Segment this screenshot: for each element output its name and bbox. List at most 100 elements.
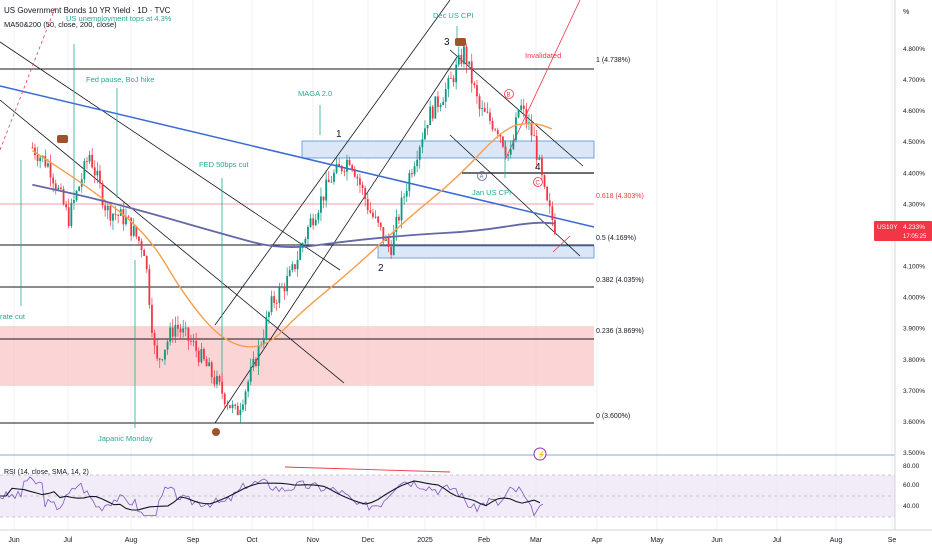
candle-body: [442, 101, 445, 106]
candle-body: [275, 302, 278, 304]
candle-body: [424, 128, 426, 140]
ma200-line: [32, 183, 556, 248]
wave-a: A: [480, 175, 484, 181]
candle-body: [200, 349, 203, 363]
candle-body: [158, 358, 161, 360]
annotations: US unemployment tops at 4.3% Fed pause, …: [0, 11, 561, 443]
candle-body: [543, 175, 546, 187]
candle-body: [496, 130, 499, 135]
note-unemployment: US unemployment tops at 4.3%: [66, 14, 172, 23]
rsi-sma-line: [0, 480, 541, 511]
wave-labels: 1 2 3 4: [336, 37, 541, 274]
candle-body: [470, 61, 473, 84]
candle-body: [182, 328, 185, 333]
candle-body: [468, 61, 471, 65]
candle-body: [192, 341, 195, 342]
candle-body: [184, 327, 187, 329]
x-tick-label: Oct: [247, 537, 258, 544]
rsi-tick-label: 60.00: [903, 482, 920, 489]
candle-body: [281, 286, 283, 288]
candle-body: [213, 377, 216, 385]
candle-body: [234, 404, 237, 406]
candle-body: [312, 218, 315, 226]
candle-body: [112, 213, 114, 221]
candle-body: [283, 286, 286, 292]
candle-body: [36, 155, 39, 161]
news-icon[interactable]: [533, 447, 547, 461]
candle-body: [330, 181, 333, 183]
candle-body: [169, 327, 172, 342]
candle-body: [197, 350, 200, 363]
x-tick-label: Apr: [592, 537, 604, 544]
candle-body: [148, 269, 151, 305]
candle-body: [273, 296, 276, 303]
fib-label-0: 0 (3.600%): [596, 413, 630, 420]
candle-body: [400, 197, 403, 221]
y-tick-label: 4.800%: [903, 46, 925, 53]
event-icon[interactable]: [57, 135, 68, 143]
rsi-tick-label: 40.00: [903, 503, 920, 510]
candle-body: [278, 287, 281, 304]
candle-body: [164, 349, 166, 360]
candle-body: [210, 362, 213, 378]
candle-body: [338, 163, 341, 166]
candle-body: [78, 186, 81, 191]
candle-body: [249, 367, 252, 382]
candle-body: [353, 168, 356, 177]
candle-body: [255, 358, 257, 367]
candle-body: [372, 212, 374, 217]
event-icon[interactable]: [455, 38, 466, 46]
candle-body: [507, 154, 510, 156]
candle-body: [268, 312, 270, 318]
note-dec-cpi: Dec US CPI: [433, 11, 473, 20]
x-axis: Jun Jul Aug Sep Oct Nov Dec 2025 Feb Mar Apr May Jun…: [8, 537, 896, 544]
candle-body: [528, 122, 530, 124]
candle-body: [320, 196, 322, 213]
candle-body: [335, 163, 338, 173]
candle-body: [294, 264, 296, 270]
event-icon[interactable]: [212, 428, 220, 436]
candle-body: [403, 196, 406, 198]
candle-body: [465, 46, 468, 65]
candle-body: [223, 393, 226, 405]
candle-body: [452, 78, 455, 83]
candle-body: [208, 362, 211, 367]
candle-body: [65, 204, 68, 208]
wave-c: C: [536, 181, 541, 187]
candle-body: [171, 327, 174, 337]
candle-body: [93, 167, 96, 176]
price-tag[interactable]: [874, 221, 932, 241]
candle-body: [88, 154, 91, 162]
candle-body: [546, 186, 549, 201]
candle-body: [429, 106, 432, 126]
candle-body: [535, 135, 538, 160]
candle-body: [382, 227, 385, 241]
candle-body: [257, 345, 260, 367]
candle-body: [491, 120, 494, 130]
candle-body: [444, 89, 447, 102]
candle-body: [70, 202, 73, 227]
y-tick-label: 3.600%: [903, 419, 925, 426]
y-tick-label: 4.400%: [903, 170, 925, 177]
note-jan-cpi: Jan US CPI: [472, 188, 511, 197]
candle-body: [145, 256, 148, 270]
candle-body: [226, 404, 229, 406]
wave-2: 2: [378, 263, 384, 274]
candle-body: [325, 179, 328, 201]
x-tick-label: Jun: [8, 537, 19, 544]
wave-b: B: [507, 93, 511, 99]
candle-body: [515, 117, 517, 141]
y-tick-label: 4.000%: [903, 295, 925, 302]
candle-body: [486, 111, 489, 113]
candle-body: [434, 96, 437, 119]
candle-body: [517, 109, 520, 118]
candle-body: [413, 166, 416, 175]
candle-body: [322, 196, 325, 201]
candle-body: [44, 155, 47, 167]
fib-lines: [0, 68, 594, 424]
candle-body: [351, 165, 354, 169]
candle-body: [67, 207, 70, 227]
candle-body: [143, 250, 146, 257]
candle-body: [270, 296, 273, 313]
